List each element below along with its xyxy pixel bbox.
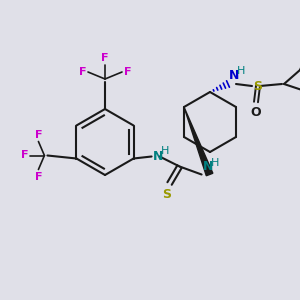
Text: N: N	[202, 160, 213, 173]
Text: S: S	[162, 188, 171, 200]
Text: O: O	[251, 106, 261, 119]
Text: F: F	[79, 67, 86, 77]
Text: S: S	[253, 80, 262, 92]
Text: N: N	[153, 150, 163, 163]
Text: F: F	[124, 67, 131, 77]
Polygon shape	[184, 107, 213, 176]
Text: H: H	[160, 146, 169, 155]
Text: H: H	[211, 158, 219, 167]
Text: F: F	[35, 130, 42, 140]
Text: H: H	[237, 66, 245, 76]
Text: F: F	[101, 53, 109, 63]
Text: F: F	[35, 172, 42, 182]
Text: N: N	[229, 69, 239, 82]
Text: F: F	[21, 151, 28, 160]
